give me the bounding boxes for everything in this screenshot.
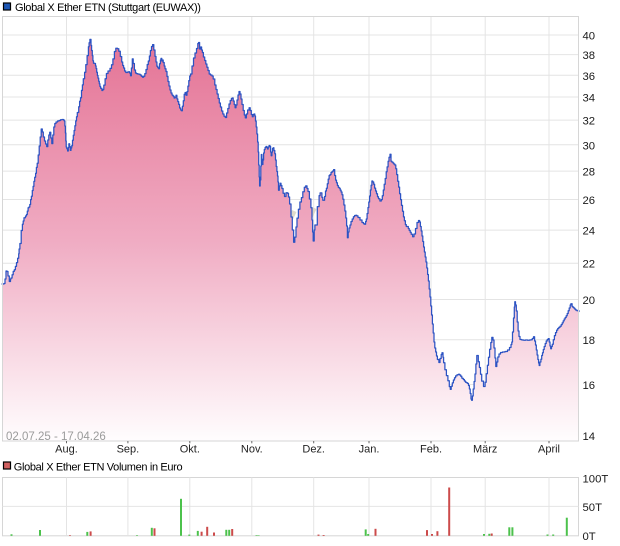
svg-text:0T: 0T <box>583 531 596 543</box>
svg-text:34: 34 <box>583 93 596 105</box>
svg-text:20: 20 <box>583 295 596 307</box>
svg-text:Okt.: Okt. <box>180 444 200 456</box>
svg-text:22: 22 <box>583 259 596 271</box>
svg-text:Aug.: Aug. <box>55 444 78 456</box>
svg-text:30: 30 <box>583 140 596 152</box>
svg-text:32: 32 <box>583 116 596 128</box>
svg-text:50T: 50T <box>583 502 603 514</box>
svg-text:28: 28 <box>583 167 596 179</box>
svg-text:36: 36 <box>583 71 596 83</box>
svg-text:Jan.: Jan. <box>359 444 380 456</box>
svg-text:14: 14 <box>583 431 596 443</box>
svg-text:16: 16 <box>583 380 596 392</box>
svg-text:38: 38 <box>583 50 596 62</box>
svg-text:Nov.: Nov. <box>241 444 263 456</box>
svg-text:Feb.: Feb. <box>420 444 442 456</box>
svg-text:26: 26 <box>583 195 596 207</box>
svg-text:100T: 100T <box>583 474 609 486</box>
svg-text:Sep.: Sep. <box>117 444 140 456</box>
svg-text:18: 18 <box>583 335 596 347</box>
svg-text:April: April <box>538 444 560 456</box>
svg-text:40: 40 <box>583 31 596 43</box>
svg-text:Global X Ether ETN (Stuttgart: Global X Ether ETN (Stuttgart (EUWAX)) <box>15 2 201 14</box>
svg-text:Dez.: Dez. <box>302 444 325 456</box>
svg-text:Global X Ether ETN Volumen in: Global X Ether ETN Volumen in Euro <box>14 461 183 473</box>
svg-text:März: März <box>473 444 497 456</box>
svg-text:24: 24 <box>583 226 596 238</box>
svg-text:02.07.25 - 17.04.26: 02.07.25 - 17.04.26 <box>6 431 106 443</box>
